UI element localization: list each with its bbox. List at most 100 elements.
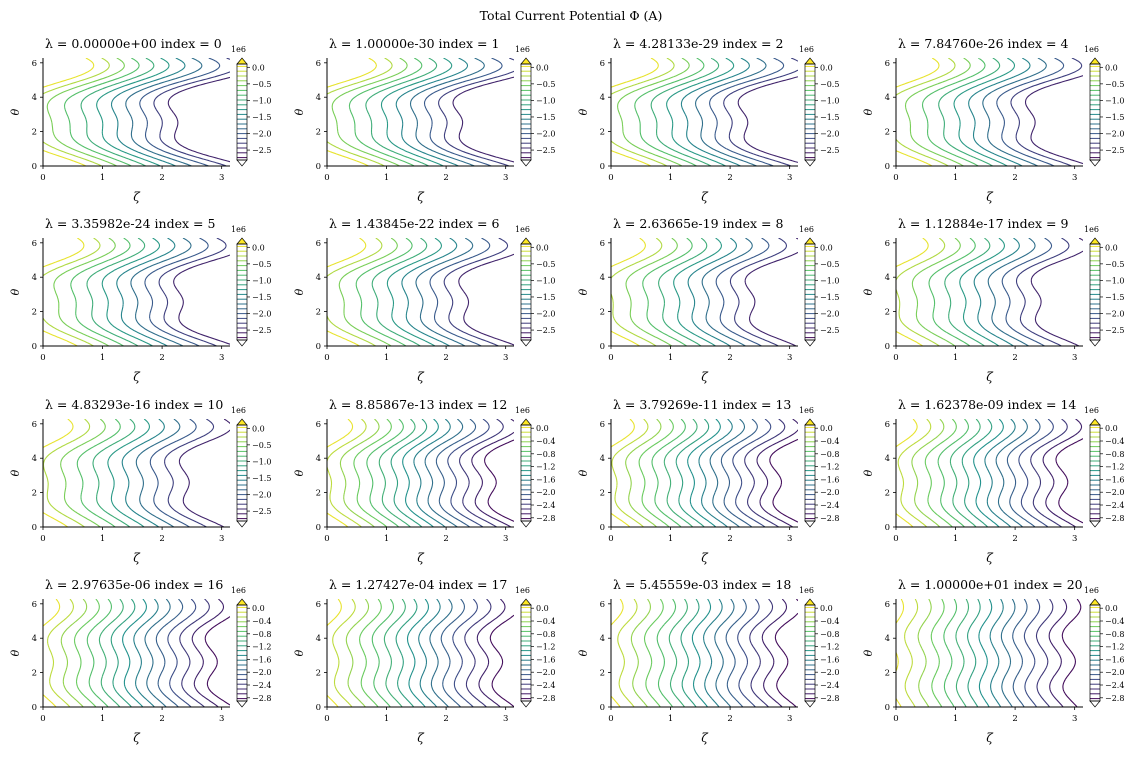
contour-line: [973, 238, 1020, 346]
colorbar-tick-label: −2.4: [536, 501, 555, 510]
x-tick-label: 0: [324, 173, 329, 183]
x-tick-label: 3: [219, 353, 224, 363]
colorbar-tick-label: −2.5: [536, 326, 555, 335]
contour-line: [43, 419, 74, 527]
colorbar-tick-label: −0.5: [1105, 80, 1124, 89]
colorbar-tick-label: −1.6: [820, 475, 839, 484]
colorbar-tick-label: −2.4: [252, 681, 271, 690]
colorbar-tick-label: −1.6: [536, 475, 555, 484]
y-tick-label: 2: [600, 128, 605, 138]
x-tick-label: 2: [1012, 353, 1017, 363]
contour-line: [725, 599, 747, 707]
colorbar-tick-label: −2.0: [536, 488, 555, 497]
panel-title: λ = 5.45559e-03 index = 18: [613, 577, 791, 592]
contour-panel: 0 1 2 3 0 2 4 6 ζ θ λ = 1.12884e-17 index = 9 0.0 −0…: [862, 216, 1124, 384]
x-tick-label: 1: [100, 353, 105, 363]
colorbar-extend-top: [236, 237, 248, 245]
y-tick-label: 6: [32, 420, 37, 430]
y-tick-label: 6: [32, 59, 37, 69]
y-tick-label: 6: [600, 59, 605, 69]
panel-title: λ = 4.28133e-29 index = 2: [613, 36, 783, 51]
contour-panel: 0 1 2 3 0 2 4 6 ζ θ λ = 2.63665e-19 index = 8 0.0 −0…: [577, 216, 839, 384]
x-tick-label: 1: [384, 534, 389, 544]
contour-line: [339, 419, 380, 527]
colorbar-tick-label: −1.0: [252, 96, 271, 105]
colorbar-frame: [520, 63, 532, 161]
colorbar-tick-label: −0.5: [536, 260, 555, 269]
x-tick-label: 0: [893, 173, 898, 183]
colorbar-tick-label: −2.0: [820, 310, 839, 319]
contour-line: [86, 238, 146, 346]
colorbar-frame: [236, 604, 248, 702]
contour-line: [96, 58, 170, 166]
colorbar-tick-label: 0.0: [536, 604, 549, 613]
colorbar-tick-label: −1.0: [536, 96, 555, 105]
x-tick-label: 3: [787, 534, 792, 544]
contour-line: [484, 439, 514, 522]
x-tick-label: 0: [324, 534, 329, 544]
y-tick-label: 4: [885, 454, 890, 464]
colorbar-multiplier: 1e6: [1084, 586, 1099, 595]
y-tick-label: 4: [316, 273, 321, 283]
y-tick-label: 0: [600, 703, 605, 713]
contour-line: [749, 599, 774, 707]
contour-line: [60, 419, 106, 527]
colorbar-tick-label: −2.0: [536, 668, 555, 677]
x-tick-label: 0: [324, 714, 329, 724]
colorbar-tick-label: 0.0: [1105, 243, 1118, 252]
x-tick-label: 1: [953, 173, 958, 183]
colorbar-multiplier: 1e6: [799, 406, 814, 415]
colorbar-tick-label: −2.5: [536, 146, 555, 155]
colorbar-tick-label: −2.0: [1105, 668, 1124, 677]
contour-line: [611, 238, 663, 346]
colorbar-multiplier: 1e6: [799, 225, 814, 234]
contour-line: [715, 238, 770, 346]
colorbar-tick-label: −2.5: [820, 146, 839, 155]
x-tick-label: 1: [384, 353, 389, 363]
colorbar-tick-label: 0.0: [820, 63, 833, 72]
colorbar-tick-label: −1.2: [252, 643, 271, 652]
colorbar-tick-label: −2.0: [820, 488, 839, 497]
contour-line: [968, 58, 1031, 166]
y-tick-label: 2: [316, 489, 321, 499]
contour-line: [60, 599, 88, 707]
x-tick-label: 3: [787, 714, 792, 724]
contour-line: [46, 58, 125, 166]
x-tick-label: 2: [727, 173, 732, 183]
x-tick-label: 2: [443, 534, 448, 544]
contour-line: [413, 419, 451, 527]
contour-line: [345, 599, 370, 707]
colorbar-extend-bottom: [1089, 339, 1101, 347]
x-tick-label: 0: [608, 353, 613, 363]
contour-line: [944, 238, 991, 346]
colorbar-tick-label: −1.6: [536, 655, 555, 664]
contour-line: [395, 599, 418, 707]
x-tick-label: 0: [893, 534, 898, 544]
contour-line: [402, 419, 439, 527]
x-tick-label: 3: [787, 353, 792, 363]
colorbar-extend-top: [236, 57, 248, 65]
contour-line: [158, 238, 227, 346]
contour-line: [611, 58, 659, 166]
x-axis-label: ζ: [986, 731, 994, 745]
contour-line: [703, 599, 723, 707]
contour-line: [476, 599, 506, 707]
colorbar-tick-label: −1.0: [536, 276, 555, 285]
contour-line: [729, 238, 787, 346]
contour-line: [178, 419, 230, 527]
contour-line: [961, 419, 993, 527]
contour-line: [110, 599, 136, 707]
contour-line: [332, 599, 356, 707]
contour-line: [634, 58, 705, 166]
y-tick-label: 6: [885, 600, 890, 610]
colorbar-tick-label: 0.0: [536, 63, 549, 72]
contour-line: [43, 238, 101, 346]
contour-lines: [611, 419, 798, 527]
y-tick-label: 0: [32, 703, 37, 713]
colorbar-tick-label: −2.5: [252, 326, 271, 335]
contour-panel: 0 1 2 3 0 2 4 6 ζ θ λ = 8.85867e-13 index = 12 0.0 −…: [293, 397, 555, 565]
colorbar-tick-label: −1.6: [820, 655, 839, 664]
contour-line: [928, 238, 976, 346]
panel-title: λ = 7.84760e-26 index = 4: [898, 36, 1068, 51]
colorbar-tick-label: −1.2: [820, 463, 839, 472]
